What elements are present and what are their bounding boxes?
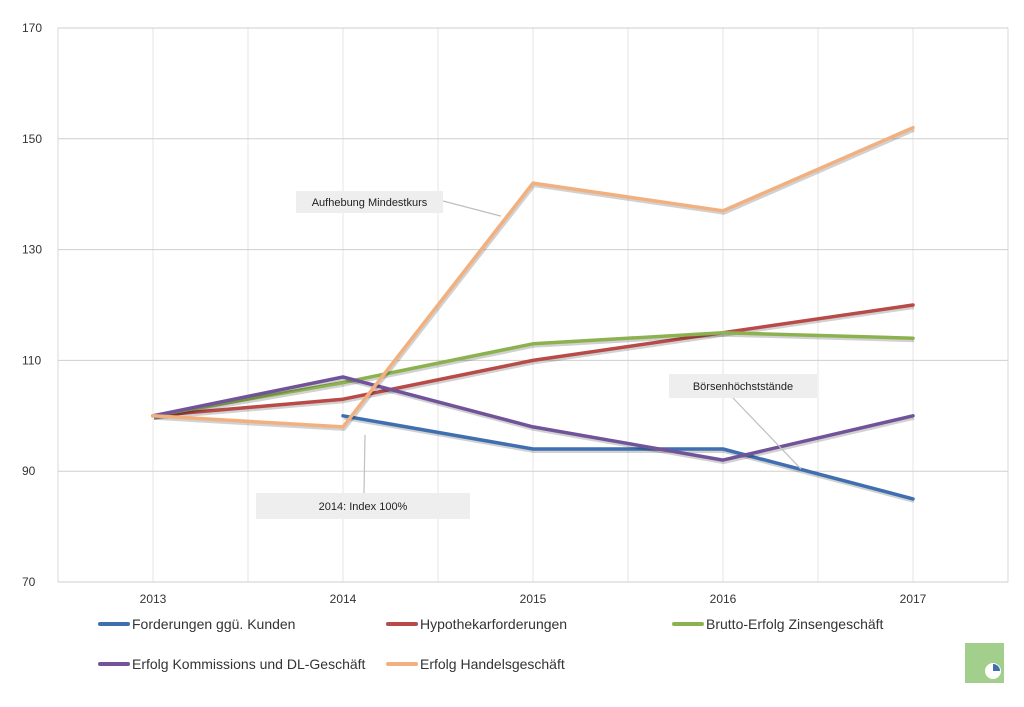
legend-item-hypothekar: Hypothekarforderungen: [386, 616, 567, 632]
annotations: Aufhebung Mindestkurs 2014: Index 100% Bör…: [256, 191, 817, 519]
legend-swatch: [386, 622, 418, 626]
legend-label: Brutto-Erfolg Zinsengeschäft: [706, 616, 883, 632]
legend-swatch: [98, 622, 130, 626]
y-tick-label: 70: [22, 575, 36, 589]
legend-swatch: [672, 622, 704, 626]
axes: 70 90 110 130 150 170 2013 2014 2015 2016 2017: [22, 21, 927, 606]
legend-row-1: Forderungen ggü. Kunden Hypothekarforder…: [0, 616, 1024, 636]
legend-row-2: Erfolg Kommissions und DL-Geschäft Erfol…: [0, 656, 1024, 676]
legend-swatch: [98, 662, 130, 666]
y-tick-label: 90: [22, 464, 36, 478]
series-shadow: [154, 307, 914, 418]
annotation-label: Aufhebung Mindestkurs: [312, 197, 428, 209]
annotation-leader-line: [443, 201, 501, 216]
y-tick-label: 130: [22, 243, 42, 257]
y-tick-label: 170: [22, 21, 42, 35]
logo: [965, 643, 1004, 683]
grid: [58, 28, 1008, 582]
y-tick-label: 150: [22, 132, 42, 146]
legend-item-forderungen: Forderungen ggü. Kunden: [98, 616, 295, 632]
x-tick-label: 2017: [900, 592, 927, 606]
legend-label: Erfolg Kommissions und DL-Geschäft: [132, 656, 365, 672]
pie-chart-icon: [965, 643, 1004, 683]
x-tick-label: 2016: [710, 592, 737, 606]
legend-swatch: [386, 662, 418, 666]
legend-label: Hypothekarforderungen: [420, 616, 567, 632]
legend-item-zinsengeschaeft: Brutto-Erfolg Zinsengeschäft: [672, 616, 883, 632]
y-tick-label: 110: [22, 353, 41, 367]
x-tick-label: 2015: [520, 592, 547, 606]
legend-label: Erfolg Handelsgeschäft: [420, 656, 565, 672]
legend-item-handel: Erfolg Handelsgeschäft: [386, 656, 565, 672]
annotation-leader-line: [364, 435, 365, 493]
annotation-label: 2014: Index 100%: [319, 501, 408, 513]
x-tick-label: 2013: [140, 592, 167, 606]
legend-label: Forderungen ggü. Kunden: [132, 616, 295, 632]
legend-item-kommissions: Erfolg Kommissions und DL-Geschäft: [98, 656, 365, 672]
x-tick-label: 2014: [330, 592, 357, 606]
annotation-label: Börsenhöchststände: [693, 381, 793, 393]
